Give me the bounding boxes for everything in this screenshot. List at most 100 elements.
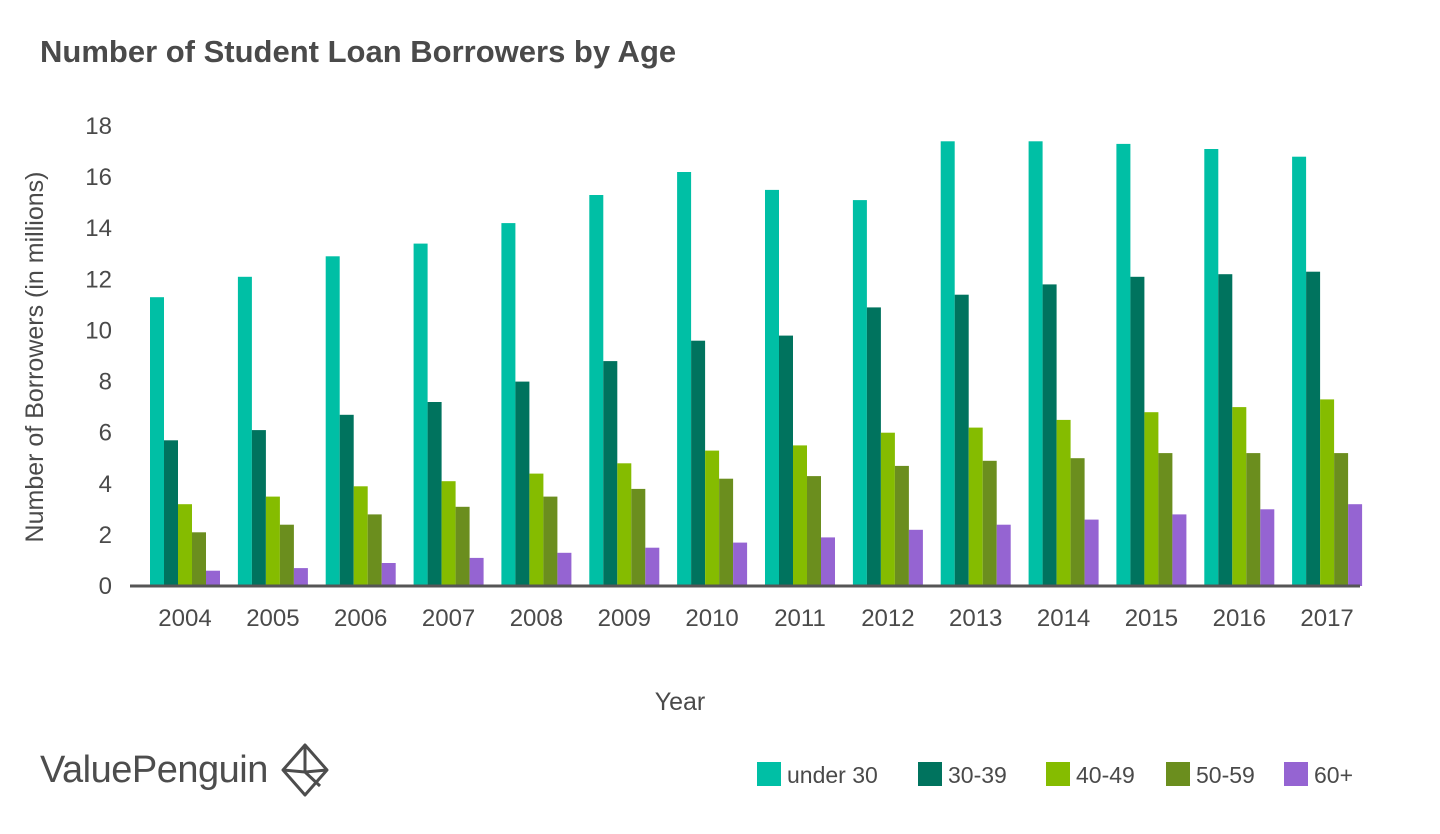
x-tick-label: 2012 <box>861 605 914 632</box>
bar-2010-30-39 <box>691 340 706 586</box>
x-tick-label: 2013 <box>949 605 1002 632</box>
y-tick-label: 8 <box>99 369 112 396</box>
bars <box>150 141 1363 587</box>
bar-2014-50-59 <box>1070 458 1085 586</box>
bar-2008-50-59 <box>543 496 558 586</box>
x-axis-title: Year <box>655 688 706 716</box>
bar-2005-60+ <box>293 568 308 586</box>
bar-2006-40-49 <box>353 486 368 586</box>
bar-2011-under-30 <box>765 189 779 586</box>
bar-2004-50-59 <box>192 532 206 586</box>
legend-label: under 30 <box>787 762 878 788</box>
x-tick-label: 2017 <box>1300 605 1353 632</box>
x-tick-label: 2016 <box>1213 605 1266 632</box>
legend-label: 60+ <box>1314 762 1353 788</box>
y-tick-label: 12 <box>85 266 112 293</box>
bar-2015-60+ <box>1172 514 1187 586</box>
bar-2008-60+ <box>557 552 572 586</box>
bar-2009-50-59 <box>631 488 646 586</box>
bar-2017-50-59 <box>1334 453 1349 586</box>
bar-2013-30-39 <box>954 294 969 586</box>
bar-2015-40-49 <box>1144 412 1159 586</box>
bar-2016-30-39 <box>1218 274 1233 586</box>
bar-2017-40-49 <box>1320 399 1335 586</box>
y-tick-label: 6 <box>99 420 112 447</box>
bar-2006-60+ <box>381 563 396 586</box>
x-tick-label: 2010 <box>685 605 738 632</box>
bar-2015-under-30 <box>1116 143 1131 586</box>
x-tick-label: 2005 <box>246 605 299 632</box>
y-tick-label: 0 <box>99 573 112 600</box>
bar-2006-50-59 <box>367 514 382 586</box>
y-tick-label: 16 <box>85 164 112 191</box>
legend-swatch-50-59 <box>1166 762 1190 786</box>
x-tick-label: 2006 <box>334 605 387 632</box>
penguin-diamond-logo-icon <box>281 743 329 797</box>
x-tick-label: 2011 <box>774 605 826 632</box>
bar-2011-30-39 <box>779 335 793 586</box>
chart-title: Number of Student Loan Borrowers by Age <box>40 34 677 69</box>
bar-2005-under-30 <box>237 276 252 586</box>
bar-2015-30-39 <box>1130 276 1145 586</box>
bar-2011-50-59 <box>807 476 821 586</box>
legend-swatch-40-49 <box>1046 762 1070 786</box>
bar-2009-30-39 <box>603 361 618 586</box>
bar-2013-40-49 <box>968 427 983 586</box>
y-tick-label: 18 <box>85 113 112 140</box>
x-tick-label: 2004 <box>158 605 211 632</box>
bar-2005-40-49 <box>265 496 280 586</box>
bar-2007-40-49 <box>441 481 456 586</box>
bar-2012-30-39 <box>866 307 881 586</box>
brand-logo: ValuePenguin <box>40 742 330 798</box>
y-axis-ticks: 0 2 4 6 8 10 12 14 16 18 <box>85 113 112 600</box>
legend: under 30 30-39 40-49 50-59 60+ <box>757 762 1353 788</box>
bar-2006-30-39 <box>339 414 354 586</box>
bar-2016-50-59 <box>1246 453 1261 586</box>
bar-2014-40-49 <box>1056 419 1071 586</box>
legend-label: 30-39 <box>948 762 1007 788</box>
bar-2010-50-59 <box>719 478 734 586</box>
bar-2008-30-39 <box>515 381 530 586</box>
bar-2007-under-30 <box>413 243 428 586</box>
bar-2007-60+ <box>469 557 484 586</box>
bar-2004-30-39 <box>164 440 178 586</box>
bar-2014-30-39 <box>1042 284 1057 586</box>
x-tick-label: 2008 <box>510 605 563 632</box>
bar-2012-50-59 <box>894 465 909 586</box>
bar-2016-under-30 <box>1204 149 1219 586</box>
bar-2017-30-39 <box>1306 271 1321 586</box>
legend-swatch-30-39 <box>918 762 942 786</box>
bar-2010-40-49 <box>705 450 720 586</box>
bar-2007-50-59 <box>455 506 470 586</box>
bar-2017-60+ <box>1348 504 1363 586</box>
bar-2012-40-49 <box>880 432 895 586</box>
bar-2010-60+ <box>733 542 748 586</box>
y-tick-label: 4 <box>99 471 112 498</box>
bar-2009-under-30 <box>589 195 604 586</box>
bar-2006-under-30 <box>325 256 340 586</box>
bar-2005-30-39 <box>251 430 266 586</box>
bar-2014-under-30 <box>1028 141 1043 587</box>
legend-swatch-under-30 <box>757 762 781 786</box>
y-tick-label: 10 <box>85 317 112 344</box>
bar-2016-60+ <box>1260 509 1275 586</box>
legend-swatch-60+ <box>1284 762 1308 786</box>
x-tick-label: 2014 <box>1037 605 1090 632</box>
bar-2004-40-49 <box>178 504 192 586</box>
bar-2013-50-59 <box>982 460 997 586</box>
bar-2017-under-30 <box>1292 156 1307 586</box>
bar-2005-50-59 <box>279 524 294 586</box>
x-tick-label: 2015 <box>1125 605 1178 632</box>
y-axis-title: Number of Borrowers (in millions) <box>21 172 49 543</box>
x-tick-label: 2009 <box>598 605 651 632</box>
bar-2009-40-49 <box>617 463 632 586</box>
bar-2012-under-30 <box>852 200 867 586</box>
x-tick-label: 2007 <box>422 605 475 632</box>
y-tick-label: 14 <box>85 215 112 242</box>
bar-2013-60+ <box>996 524 1011 586</box>
bar-2011-40-49 <box>793 445 807 586</box>
bar-2008-under-30 <box>501 223 516 586</box>
bar-2014-60+ <box>1084 519 1099 586</box>
legend-label: 50-59 <box>1196 762 1255 788</box>
